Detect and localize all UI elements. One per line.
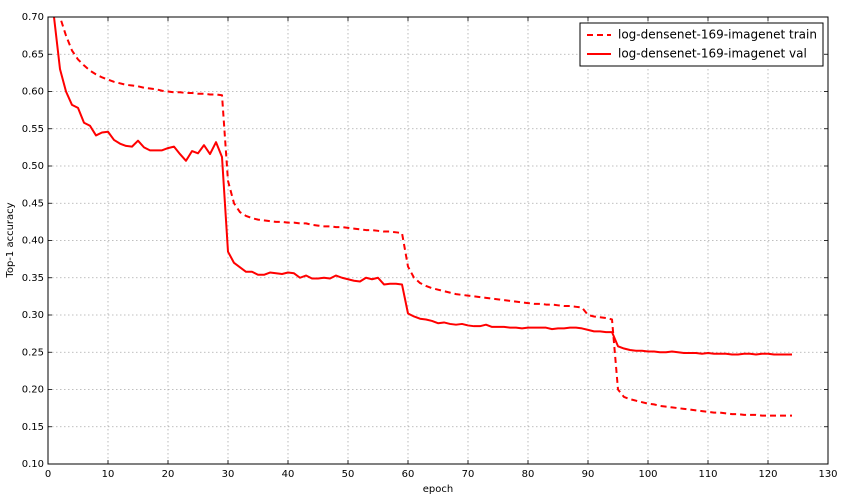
plot-lines: [53, 17, 792, 417]
x-tick-label: 80: [522, 469, 535, 480]
legend-label: log-densenet-169-imagenet train: [618, 28, 817, 42]
y-tick-label: 0.70: [22, 12, 44, 23]
y-tick-label: 0.30: [22, 310, 44, 321]
y-tick-label: 0.35: [22, 273, 44, 284]
x-tick-label: 100: [638, 469, 657, 480]
x-tick-label: 90: [582, 469, 595, 480]
x-axis-label: epoch: [423, 484, 453, 495]
y-tick-label: 0.45: [22, 198, 44, 209]
x-tick-label: 120: [758, 469, 777, 480]
y-tick-label: 0.15: [22, 422, 44, 433]
x-tick-label: 40: [282, 469, 295, 480]
legend: log-densenet-169-imagenet train log-dense…: [579, 22, 824, 67]
y-tick-label: 0.55: [22, 124, 44, 135]
ticks: 0 10 20 30 40 50 60 70 80 90 100 110 120 130 0.10 0.15 0…: [22, 12, 838, 480]
y-tick-label: 0.40: [22, 236, 44, 247]
y-tick-label: 0.65: [22, 49, 44, 60]
y-tick-label: 0.50: [22, 161, 44, 172]
y-tick-label: 0.20: [22, 385, 44, 396]
x-tick-label: 20: [162, 469, 175, 480]
x-tick-label: 70: [462, 469, 475, 480]
legend-label: log-densenet-169-imagenet val: [618, 47, 807, 61]
x-tick-label: 130: [818, 469, 837, 480]
x-tick-label: 110: [698, 469, 717, 480]
y-tick-label: 0.10: [22, 459, 44, 470]
x-tick-label: 50: [342, 469, 355, 480]
x-tick-label: 0: [45, 469, 51, 480]
data-line: [53, 17, 792, 356]
y-axis-label: Top-1 accuracy: [5, 202, 16, 278]
legend-box: [579, 22, 824, 67]
x-tick-label: 10: [102, 469, 115, 480]
y-tick-label: 0.25: [22, 347, 44, 358]
y-tick-label: 0.60: [22, 87, 44, 98]
x-tick-label: 30: [222, 469, 235, 480]
x-tick-label: 60: [402, 469, 415, 480]
